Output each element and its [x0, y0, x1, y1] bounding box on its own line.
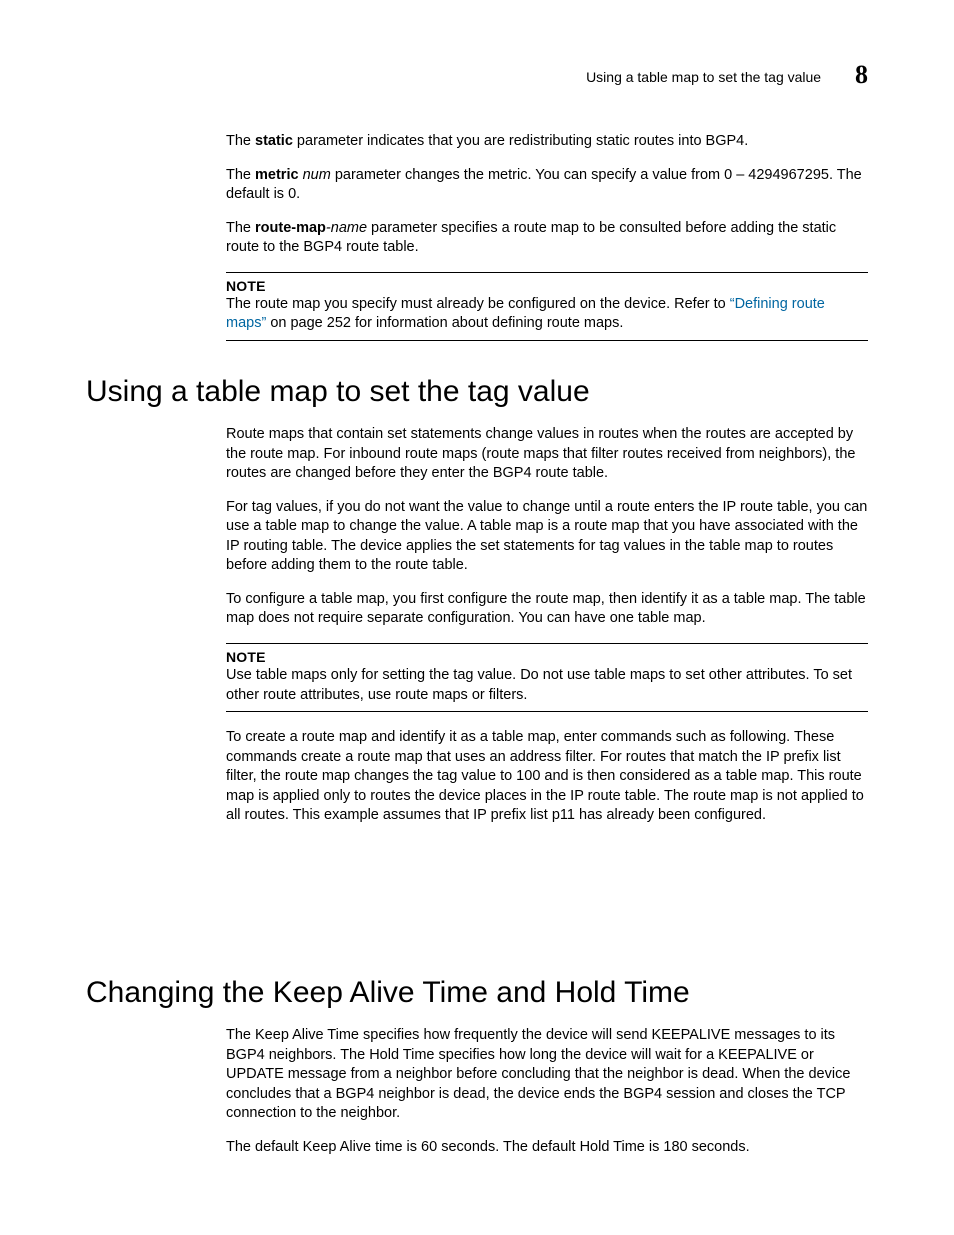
intro-para-2: The metric num parameter changes the met…: [226, 166, 868, 205]
intro-para-1: The static parameter indicates that you …: [226, 132, 868, 152]
text: The: [226, 133, 255, 149]
text: The route map you specify must already b…: [226, 296, 730, 312]
note-label: NOTE: [226, 649, 868, 665]
text: on page 252 for information about defini…: [266, 315, 623, 331]
running-title: Using a table map to set the tag value: [586, 69, 821, 85]
section2-para-1: The Keep Alive Time specifies how freque…: [226, 1026, 868, 1124]
section1-para-4: To create a route map and identify it as…: [226, 728, 868, 826]
note-label: NOTE: [226, 278, 868, 294]
text: parameter indicates that you are redistr…: [293, 133, 748, 149]
note-text: The route map you specify must already b…: [226, 295, 868, 334]
section1-para-1: Route maps that contain set statements c…: [226, 425, 868, 484]
running-head: Using a table map to set the tag value 8: [586, 62, 868, 92]
param-name: -name: [326, 220, 367, 236]
section1-body: Route maps that contain set statements c…: [226, 425, 868, 826]
note-box-2: NOTE Use table maps only for setting the…: [226, 643, 868, 712]
page: Using a table map to set the tag value 8…: [0, 0, 954, 1235]
section2-body: The Keep Alive Time specifies how freque…: [226, 1026, 868, 1157]
keyword-static: static: [255, 133, 293, 149]
chapter-number: 8: [855, 60, 868, 90]
section1-para-2: For tag values, if you do not want the v…: [226, 498, 868, 576]
note-box-1: NOTE The route map you specify must alre…: [226, 272, 868, 341]
section1-para-3: To configure a table map, you first conf…: [226, 590, 868, 629]
section2-para-2: The default Keep Alive time is 60 second…: [226, 1138, 868, 1158]
intro-para-3: The route-map-name parameter specifies a…: [226, 219, 868, 258]
heading-table-map: Using a table map to set the tag value: [86, 375, 868, 409]
keyword-route-map: route-map: [255, 220, 326, 236]
note-text: Use table maps only for setting the tag …: [226, 666, 868, 705]
text: The: [226, 167, 255, 183]
body-column: The static parameter indicates that you …: [226, 132, 868, 341]
heading-keep-alive: Changing the Keep Alive Time and Hold Ti…: [86, 976, 868, 1010]
text: The: [226, 220, 255, 236]
keyword-metric: metric: [255, 167, 299, 183]
param-num: num: [299, 167, 331, 183]
